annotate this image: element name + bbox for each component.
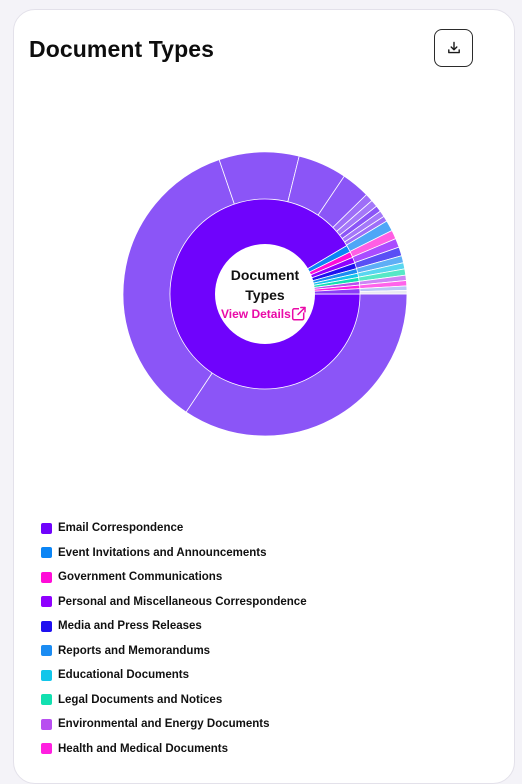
legend-item[interactable]: Event Invitations and Announcements [41, 541, 307, 566]
chart-center-hole [215, 244, 315, 344]
legend-label: Educational Documents [58, 669, 189, 682]
legend-label: Environmental and Energy Documents [58, 718, 270, 731]
chart-legend: Email Correspondence Event Invitations an… [41, 516, 307, 761]
legend-item[interactable]: Legal Documents and Notices [41, 688, 307, 713]
card-title: Document Types [29, 36, 215, 62]
legend-item[interactable]: Personal and Miscellaneous Correspondenc… [41, 590, 307, 615]
legend-swatch [41, 743, 52, 755]
legend-label: Reports and Memorandums [58, 644, 211, 657]
legend-swatch [41, 547, 52, 559]
legend-swatch [41, 718, 52, 730]
legend-swatch [41, 620, 52, 632]
legend-label: Government Communications [58, 571, 223, 584]
legend-swatch [41, 571, 52, 583]
view-details-label[interactable]: View Details [221, 307, 291, 321]
view-details-link[interactable]: View Details [221, 306, 306, 322]
legend-item[interactable]: Media and Press Releases [41, 614, 307, 639]
legend-label: Personal and Miscellaneous Correspondenc… [58, 595, 307, 608]
legend-swatch [41, 522, 52, 534]
legend-item[interactable]: Educational Documents [41, 663, 307, 688]
center-title-line-2: Types [245, 287, 285, 303]
legend-item[interactable]: Government Communications [41, 565, 307, 590]
legend-item[interactable]: Health and Medical Documents [41, 737, 307, 762]
legend-swatch [41, 694, 52, 706]
center-title-line-1: Document [231, 267, 300, 283]
legend-swatch [41, 596, 52, 608]
external-link-icon [291, 306, 306, 321]
legend-item[interactable]: Email Correspondence [41, 516, 307, 541]
legend-label: Legal Documents and Notices [58, 693, 223, 706]
legend-label: Email Correspondence [58, 522, 184, 535]
legend-label: Media and Press Releases [58, 620, 202, 633]
download-button[interactable] [434, 29, 473, 67]
legend-item[interactable]: Environmental and Energy Documents [41, 712, 307, 737]
legend-label: Event Invitations and Announcements [58, 546, 267, 559]
legend-swatch [41, 669, 52, 681]
legend-label: Health and Medical Documents [58, 742, 228, 755]
inner-ring [169, 198, 361, 390]
legend-swatch [41, 645, 52, 657]
download-icon [447, 41, 460, 54]
sunburst-chart: Document Types View Details [122, 151, 408, 437]
legend-item[interactable]: Reports and Memorandums [41, 639, 307, 664]
